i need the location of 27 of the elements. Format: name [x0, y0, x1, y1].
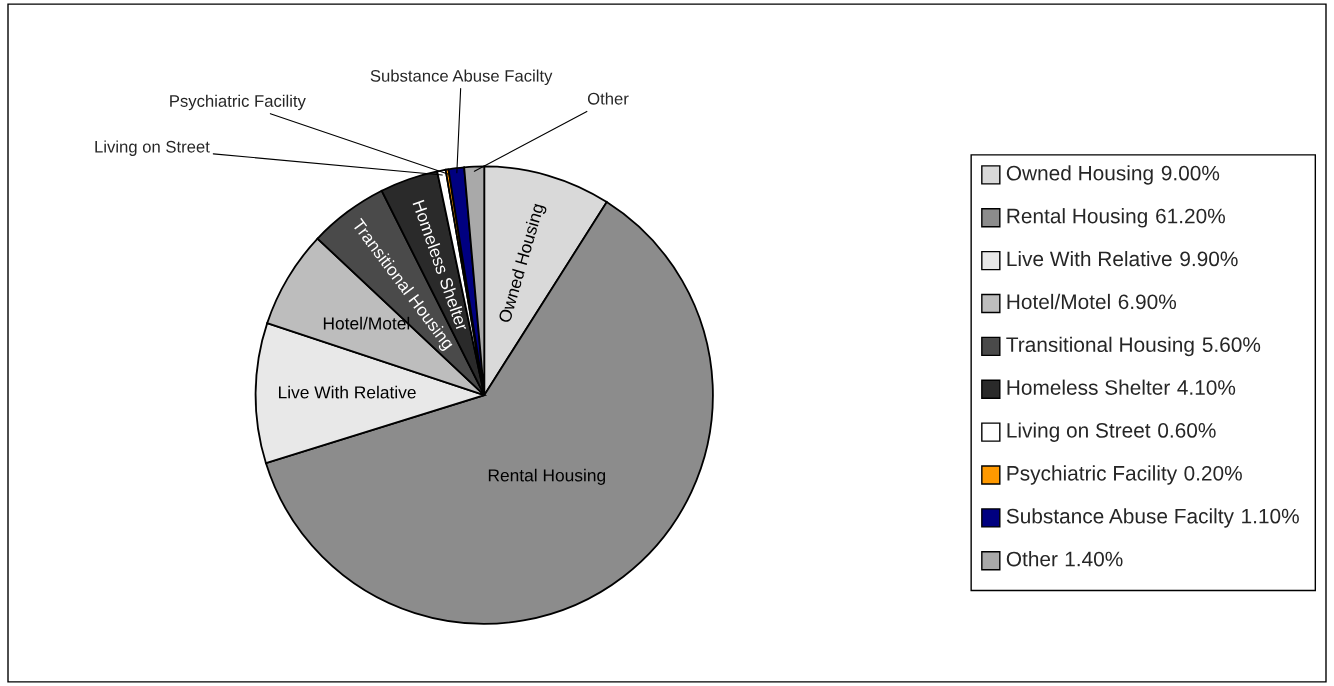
legend-label: Homeless Shelter [1007, 379, 1170, 395]
legend-label: Owned Housing [1006, 165, 1153, 185]
data-label: 9.00% [1161, 165, 1220, 181]
legend-label: Hotel/Motel [1007, 293, 1110, 310]
slice-label: Rental Housing [488, 468, 606, 485]
data-label: 0.20% [1184, 465, 1242, 481]
legend-label: Other [1006, 551, 1058, 567]
slice-label: Living on Street [95, 140, 210, 156]
data-label: 4.10% [1177, 380, 1236, 395]
data-label: 6.90% [1118, 294, 1177, 310]
slice-label: Substance Abuse Facilty [370, 69, 553, 86]
data-label: 1.10% [1242, 508, 1299, 524]
legend-label: Live With Relative [1007, 250, 1172, 267]
data-label: 9.90% [1180, 251, 1238, 267]
data-label: 5.60% [1202, 337, 1261, 353]
legend-label: Psychiatric Facility [1007, 465, 1178, 485]
data-label: 0.60% [1158, 423, 1216, 438]
slice-label: Other [587, 92, 629, 105]
legend-label: Substance Abuse Facilty [1006, 508, 1234, 528]
data-label: 1.40% [1065, 551, 1123, 567]
legend-label: Transitional Housing [1006, 336, 1194, 357]
slice-label: Live With Relative [279, 385, 416, 399]
slice-label: Hotel/Motel [323, 316, 410, 330]
legend-label: Living on Street [1007, 422, 1151, 442]
slice-label: Psychiatric Facility [170, 94, 306, 111]
legend-label: Rental Housing [1007, 208, 1147, 228]
data-label: 61.20% [1156, 208, 1225, 224]
